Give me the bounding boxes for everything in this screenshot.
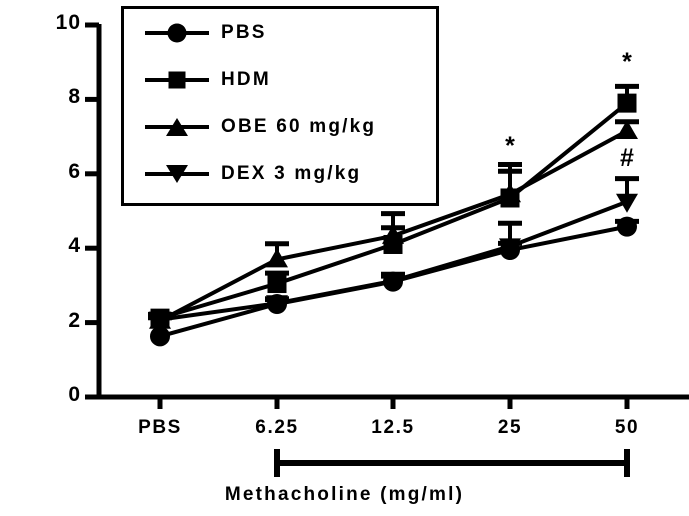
data-point-marker (382, 272, 404, 292)
data-point-marker (616, 120, 638, 140)
legend-item: HDM (145, 69, 271, 91)
legend-triangle-down-icon (166, 165, 188, 183)
data-point-marker (499, 238, 521, 258)
legend-circle-icon (167, 23, 187, 43)
x-tick-label: PBS (138, 417, 182, 438)
y-tick-label: 6 (68, 159, 81, 183)
data-point-marker (267, 274, 287, 294)
data-point-marker (150, 326, 170, 347)
y-tick-label: 8 (68, 85, 81, 109)
legend-marker (145, 163, 209, 185)
y-tick-label: 10 (55, 11, 81, 34)
legend-item: DEX 3 mg/kg (145, 163, 361, 185)
significance-annotation: * (505, 132, 515, 160)
legend-label: PBS (221, 22, 267, 43)
data-point-marker (617, 216, 637, 237)
x-tick-label: 6.25 (255, 417, 299, 438)
legend-marker (145, 116, 209, 138)
data-point-marker (617, 93, 637, 113)
legend-item: PBS (145, 22, 267, 44)
x-axis-title: Methacholine (mg/ml) (224, 484, 465, 505)
data-point-marker (616, 193, 638, 213)
significance-annotation: * (622, 48, 632, 76)
y-tick-label: 4 (68, 234, 81, 258)
x-tick-label: 12.5 (371, 417, 415, 438)
legend-triangle-up-icon (166, 118, 188, 136)
legend-label: HDM (221, 69, 271, 90)
x-tick-label: 50 (614, 417, 640, 438)
legend-item: OBE 60 mg/kg (145, 116, 376, 138)
legend-label: DEX 3 mg/kg (221, 163, 362, 184)
y-tick-label: 0 (68, 383, 81, 406)
data-point-marker (382, 224, 404, 244)
data-point-marker (266, 295, 288, 315)
significance-annotation: # (620, 144, 634, 172)
data-point-marker (149, 311, 171, 331)
legend-marker (145, 69, 209, 91)
legend-marker (145, 22, 209, 44)
y-tick-label: 2 (68, 308, 81, 332)
data-point-marker (499, 183, 521, 203)
legend-square-icon (168, 71, 186, 89)
data-point-marker (266, 248, 288, 268)
x-tick-label: 25 (497, 417, 523, 438)
legend-label: OBE 60 mg/kg (221, 116, 377, 137)
